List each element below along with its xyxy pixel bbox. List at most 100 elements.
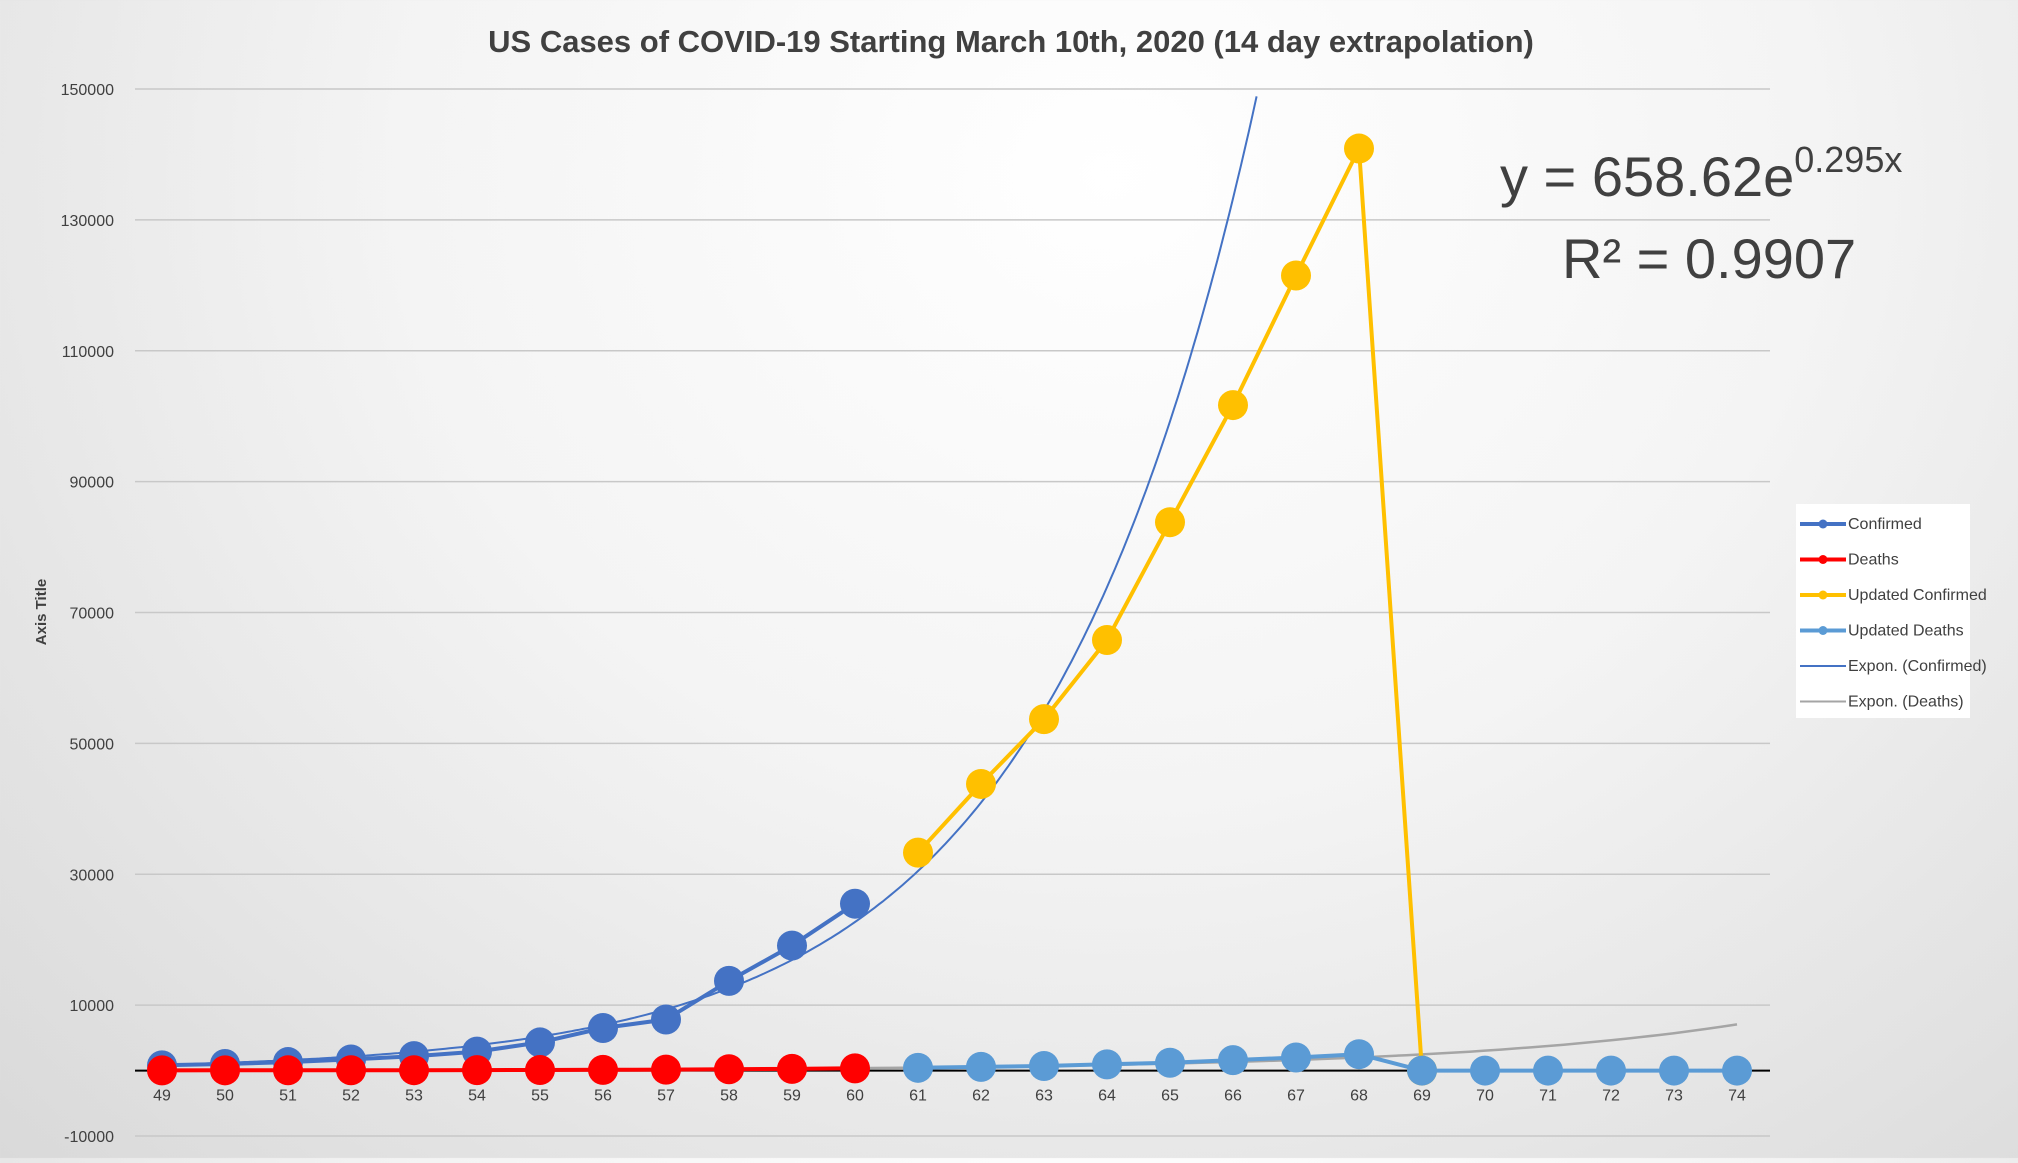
trendline-deaths: [162, 1023, 1738, 1072]
x-tick-label: 51: [279, 1088, 297, 1105]
data-point: [1218, 390, 1248, 421]
data-point: [462, 1055, 492, 1086]
series: [147, 133, 1752, 1086]
data-point: [588, 1013, 618, 1044]
legend: Confirmed Deaths Updated Confirmed Updated …: [1796, 504, 1987, 718]
y-tick-label: -10000: [64, 1129, 114, 1146]
legend-label: Expon. (Confirmed): [1848, 658, 1987, 675]
x-tick-label: 64: [1098, 1088, 1116, 1105]
x-tick-label: 71: [1539, 1088, 1557, 1105]
x-tick-label: 73: [1665, 1088, 1683, 1105]
data-point: [1659, 1055, 1689, 1086]
x-tick-label: 61: [909, 1088, 927, 1105]
gridlines: [135, 88, 1770, 1137]
data-point: [588, 1054, 618, 1085]
x-tick-label: 66: [1224, 1088, 1242, 1105]
data-point: [1470, 1055, 1500, 1086]
legend-items: Confirmed Deaths Updated Confirmed Updated …: [1800, 516, 1987, 711]
series-line-updated-confirmed: [916, 146, 1424, 1071]
x-tick-label: 59: [783, 1088, 801, 1105]
x-tick-label: 72: [1602, 1088, 1620, 1105]
data-point: [1596, 1055, 1626, 1086]
legend-box: [1796, 504, 1970, 718]
y-tick-label: 150000: [61, 82, 114, 99]
legend-label: Deaths: [1848, 552, 1899, 569]
legend-label: Confirmed: [1848, 516, 1922, 533]
data-point: [714, 1054, 744, 1085]
x-tick-labels: 49 50 51 52 53 54 55 56 57 58 59 60 61 62 63 64 65 66 67 68…: [153, 1088, 1746, 1105]
y-axis-label: Axis Title: [33, 579, 50, 645]
x-tick-label: 62: [972, 1088, 990, 1105]
series-deaths: [147, 1053, 870, 1086]
series-line-deaths: [161, 1066, 856, 1073]
legend-marker: [1818, 590, 1828, 600]
r-squared-text: R² = 0.9907: [1562, 227, 1856, 290]
chart-title: US Cases of COVID-19 Starting March 10th…: [488, 24, 1534, 59]
x-tick-label: 70: [1476, 1088, 1494, 1105]
x-tick-label: 50: [216, 1088, 234, 1105]
y-tick-label: 130000: [61, 213, 114, 230]
data-point: [147, 1055, 177, 1086]
x-tick-label: 49: [153, 1088, 171, 1105]
x-tick-label: 55: [531, 1088, 549, 1105]
x-tick-label: 54: [468, 1088, 486, 1105]
data-point: [903, 1052, 933, 1083]
data-point: [1722, 1055, 1752, 1086]
data-point: [1344, 133, 1374, 164]
data-point: [1344, 1039, 1374, 1070]
equation-exponent: 0.295x: [1794, 139, 1902, 180]
data-point: [777, 930, 807, 961]
data-point: [1155, 1047, 1185, 1078]
x-tick-label: 52: [342, 1088, 360, 1105]
data-point: [1155, 507, 1185, 538]
x-tick-label: 65: [1161, 1088, 1179, 1105]
x-tick-label: 74: [1728, 1088, 1746, 1105]
legend-label: Updated Deaths: [1848, 623, 1964, 640]
y-tick-label: 50000: [70, 736, 115, 753]
data-point: [1092, 624, 1122, 655]
data-point: [840, 888, 870, 919]
data-point: [210, 1055, 240, 1086]
y-tick-label: 30000: [70, 867, 115, 884]
data-point: [903, 837, 933, 868]
legend-label: Expon. (Deaths): [1848, 694, 1964, 711]
series-confirmed: [147, 888, 870, 1081]
data-point: [273, 1055, 303, 1086]
data-point: [1029, 1050, 1059, 1081]
data-point: [399, 1055, 429, 1086]
x-tick-label: 63: [1035, 1088, 1053, 1105]
y-tick-labels: -10000 10000 30000 50000 70000 90000 110000 130…: [61, 82, 114, 1146]
data-point: [525, 1027, 555, 1058]
x-tick-label: 67: [1287, 1088, 1305, 1105]
data-point: [651, 1054, 681, 1085]
series-updated-deaths: [903, 1039, 1752, 1086]
legend-marker: [1818, 555, 1828, 564]
x-tick-label: 53: [405, 1088, 423, 1105]
trendlines: [161, 96, 1738, 1072]
x-tick-label: 58: [720, 1088, 738, 1105]
x-tick-label: 69: [1413, 1088, 1431, 1105]
data-point: [1281, 260, 1311, 291]
data-point: [651, 1004, 681, 1035]
data-point: [336, 1055, 366, 1086]
legend-marker: [1818, 519, 1828, 529]
x-tick-label: 68: [1350, 1088, 1368, 1105]
series-updated-confirmed: [903, 133, 1437, 1086]
y-tick-label: 90000: [70, 475, 115, 492]
data-point: [1029, 704, 1059, 735]
legend-marker: [1818, 626, 1828, 635]
data-point: [966, 768, 996, 799]
data-point: [1281, 1042, 1311, 1073]
data-point: [777, 1053, 807, 1084]
trendline-confirmed: [161, 96, 1258, 1066]
legend-label: Updated Confirmed: [1848, 587, 1987, 604]
data-point: [1218, 1045, 1248, 1076]
data-point: [1092, 1049, 1122, 1080]
data-point: [966, 1051, 996, 1082]
y-tick-label: 10000: [70, 998, 115, 1015]
data-point: [840, 1053, 870, 1084]
data-point: [1407, 1055, 1437, 1086]
x-tick-label: 56: [594, 1088, 612, 1105]
